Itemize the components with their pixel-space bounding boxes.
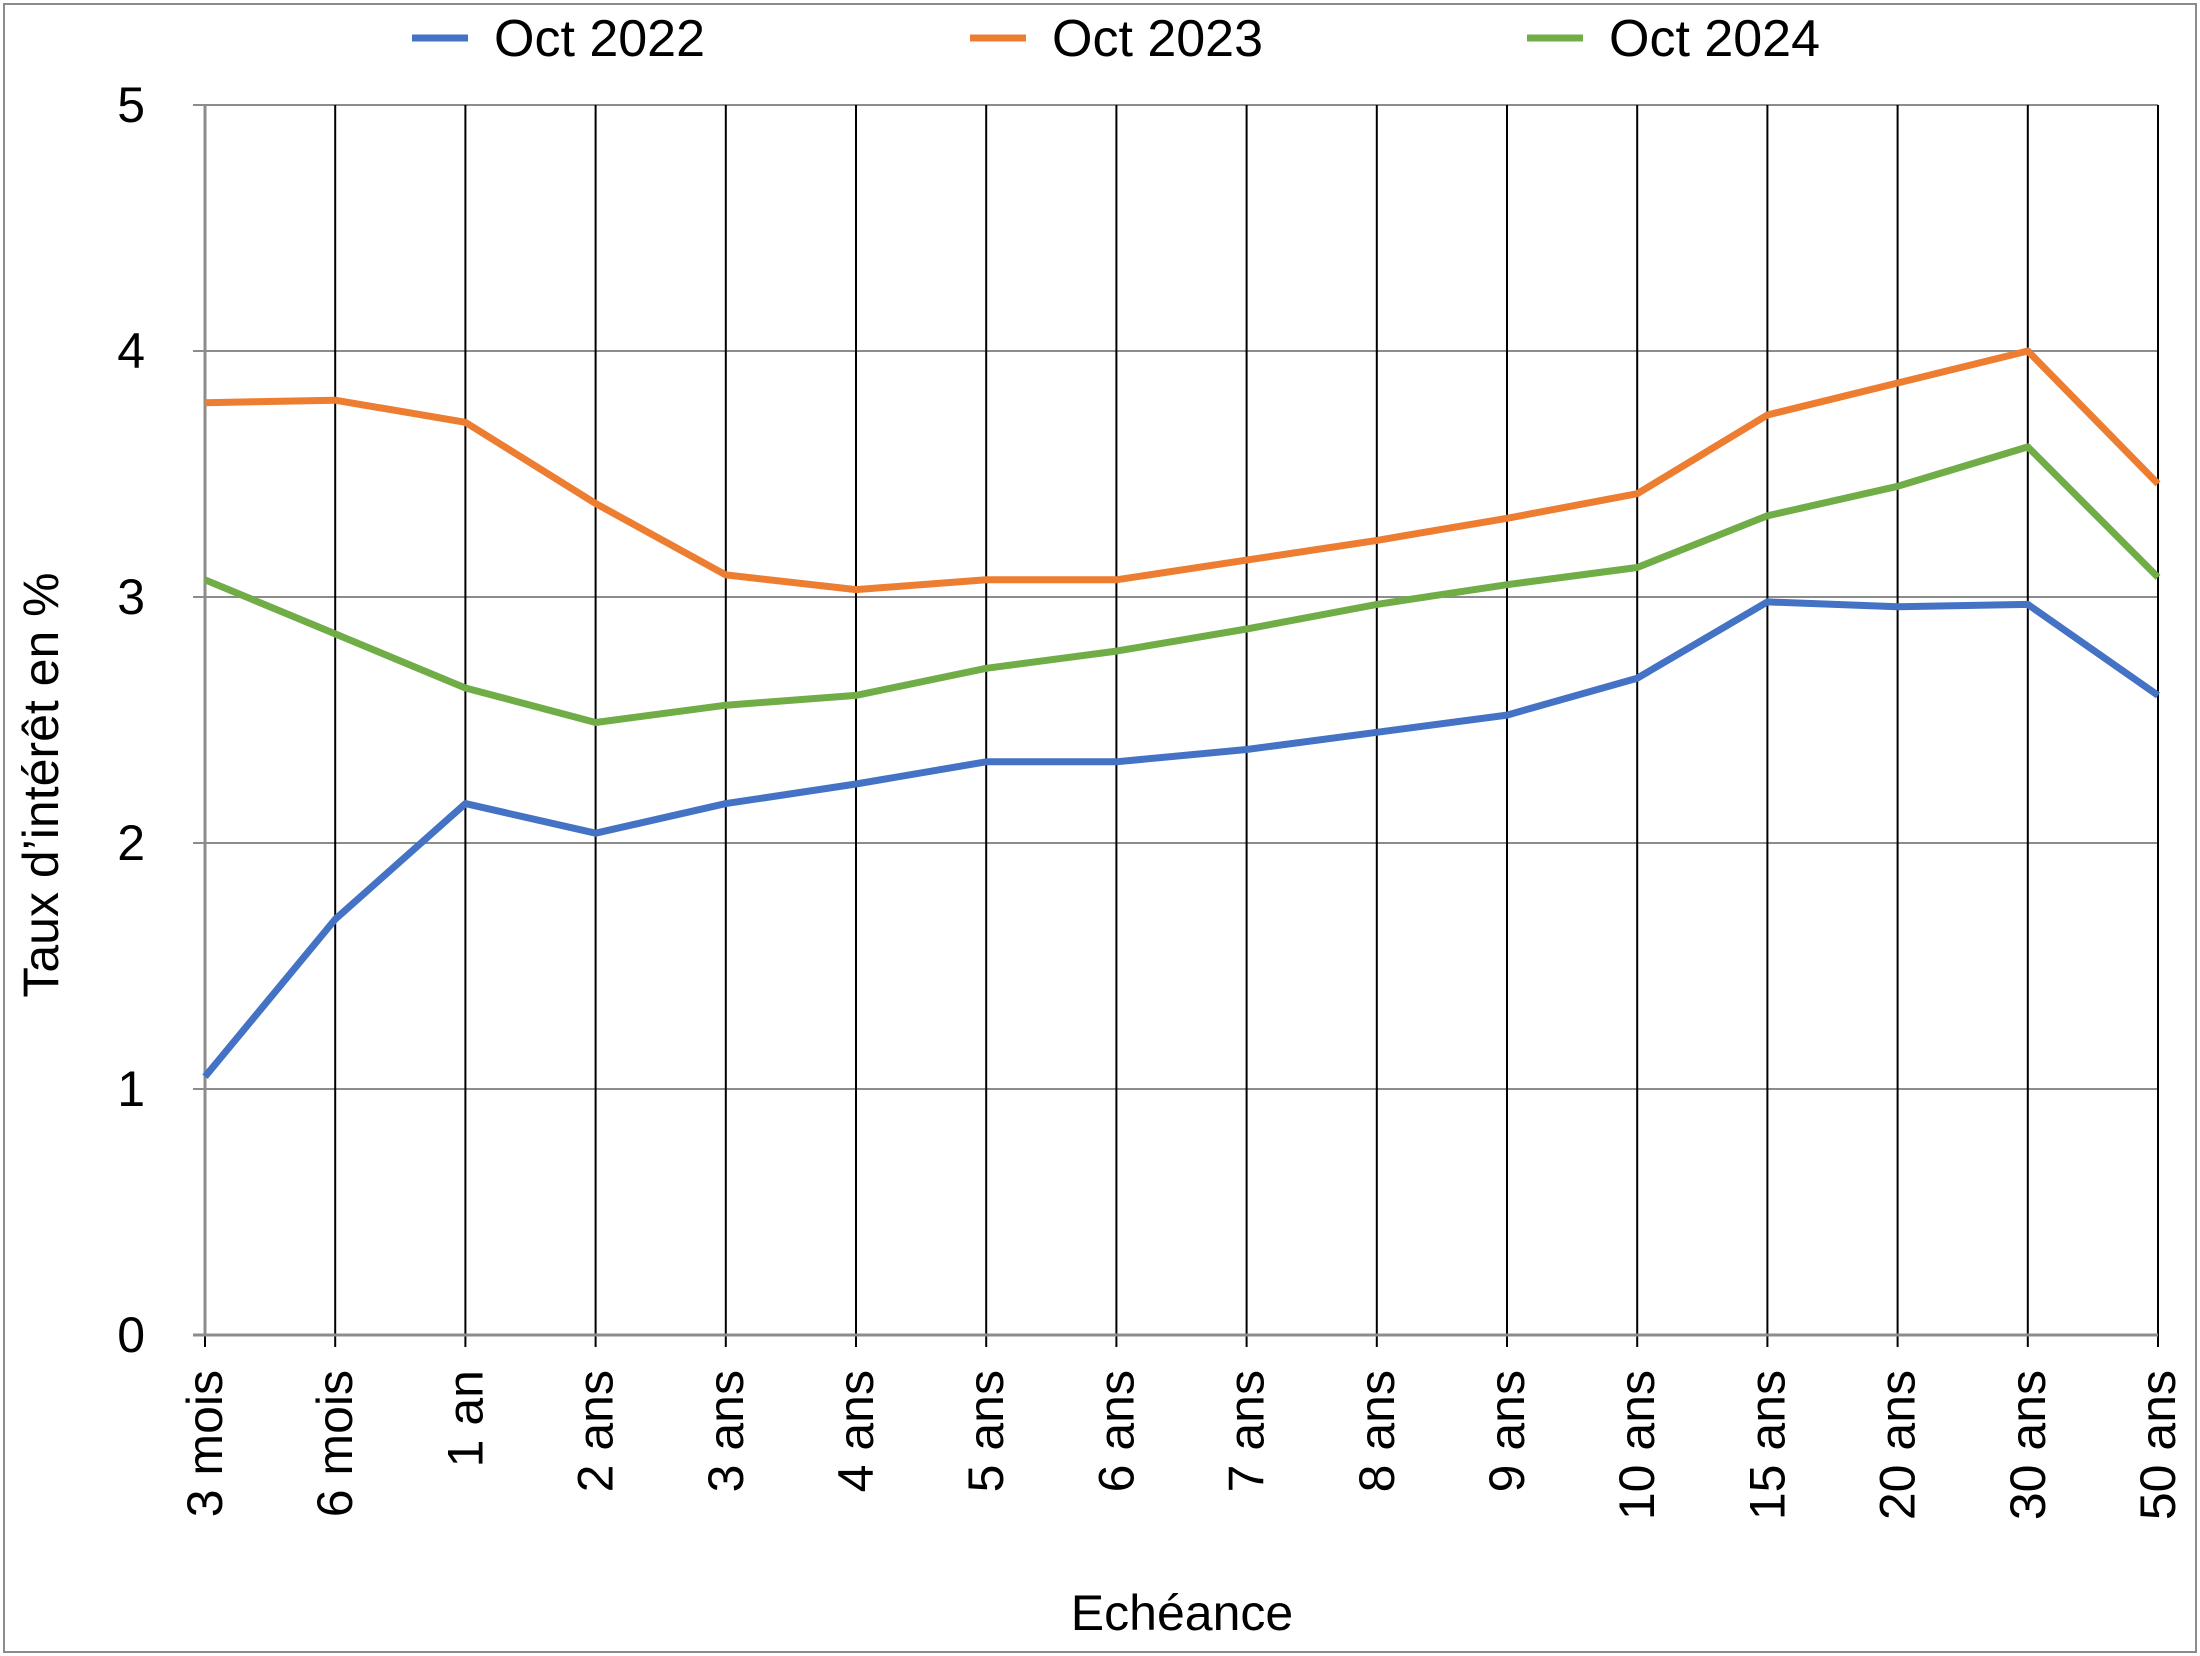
x-tick-label: 9 ans	[1479, 1370, 1535, 1492]
legend-entry: Oct 2024	[1609, 10, 1820, 68]
x-tick-label: 6 ans	[1088, 1370, 1144, 1492]
series-line	[204, 347, 2161, 594]
y-tick-label: 3	[117, 569, 145, 625]
x-tick-labels: 3 mois 6 mois 1 an 2 ans 3 ans 4 ans 5 ans 6 an…	[177, 1370, 2186, 1520]
legend-entry: Oct 2022	[494, 10, 705, 68]
x-tick-label: 15 ans	[1739, 1370, 1795, 1520]
series-line	[202, 598, 2161, 1079]
series-line	[203, 443, 2161, 726]
legend-entry: Oct 2023	[1052, 10, 1263, 68]
x-tick-label: 5 ans	[958, 1370, 1014, 1492]
x-tick-label: 7 ans	[1219, 1370, 1275, 1492]
x-tick-label: 2 ans	[568, 1370, 624, 1492]
x-tick-label: 3 ans	[698, 1370, 754, 1492]
axes	[193, 105, 2158, 1337]
series-lines	[202, 347, 2161, 1079]
x-tick-label: 8 ans	[1349, 1370, 1405, 1492]
legend: Oct 2022 Oct 2023 Oct 2024	[412, 10, 1820, 68]
vertical-gridlines	[204, 105, 2159, 1347]
x-tick-label: 6 mois	[307, 1370, 363, 1517]
horizontal-gridlines	[193, 104, 2158, 1336]
x-tick-label: 4 ans	[828, 1370, 884, 1492]
chart-frame	[3, 3, 2197, 1653]
x-tick-label: 10 ans	[1609, 1370, 1665, 1520]
x-tick-label: 20 ans	[1870, 1370, 1926, 1520]
x-axis-title: Echéance	[1071, 1585, 1293, 1641]
y-tick-label: 5	[117, 77, 145, 133]
x-tick-label: 50 ans	[2130, 1370, 2186, 1520]
x-tick-label: 30 ans	[2000, 1370, 2056, 1520]
y-tick-label: 1	[117, 1061, 145, 1117]
y-axis-title: Taux d’intérêt en %	[13, 572, 69, 997]
y-tick-label: 4	[117, 323, 145, 379]
y-tick-labels: 0 1 2 3 4 5	[117, 77, 145, 1363]
y-tick-label: 0	[117, 1307, 145, 1363]
x-tick-label: 3 mois	[177, 1370, 233, 1517]
y-tick-label: 2	[117, 815, 145, 871]
x-tick-label: 1 an	[437, 1370, 493, 1467]
